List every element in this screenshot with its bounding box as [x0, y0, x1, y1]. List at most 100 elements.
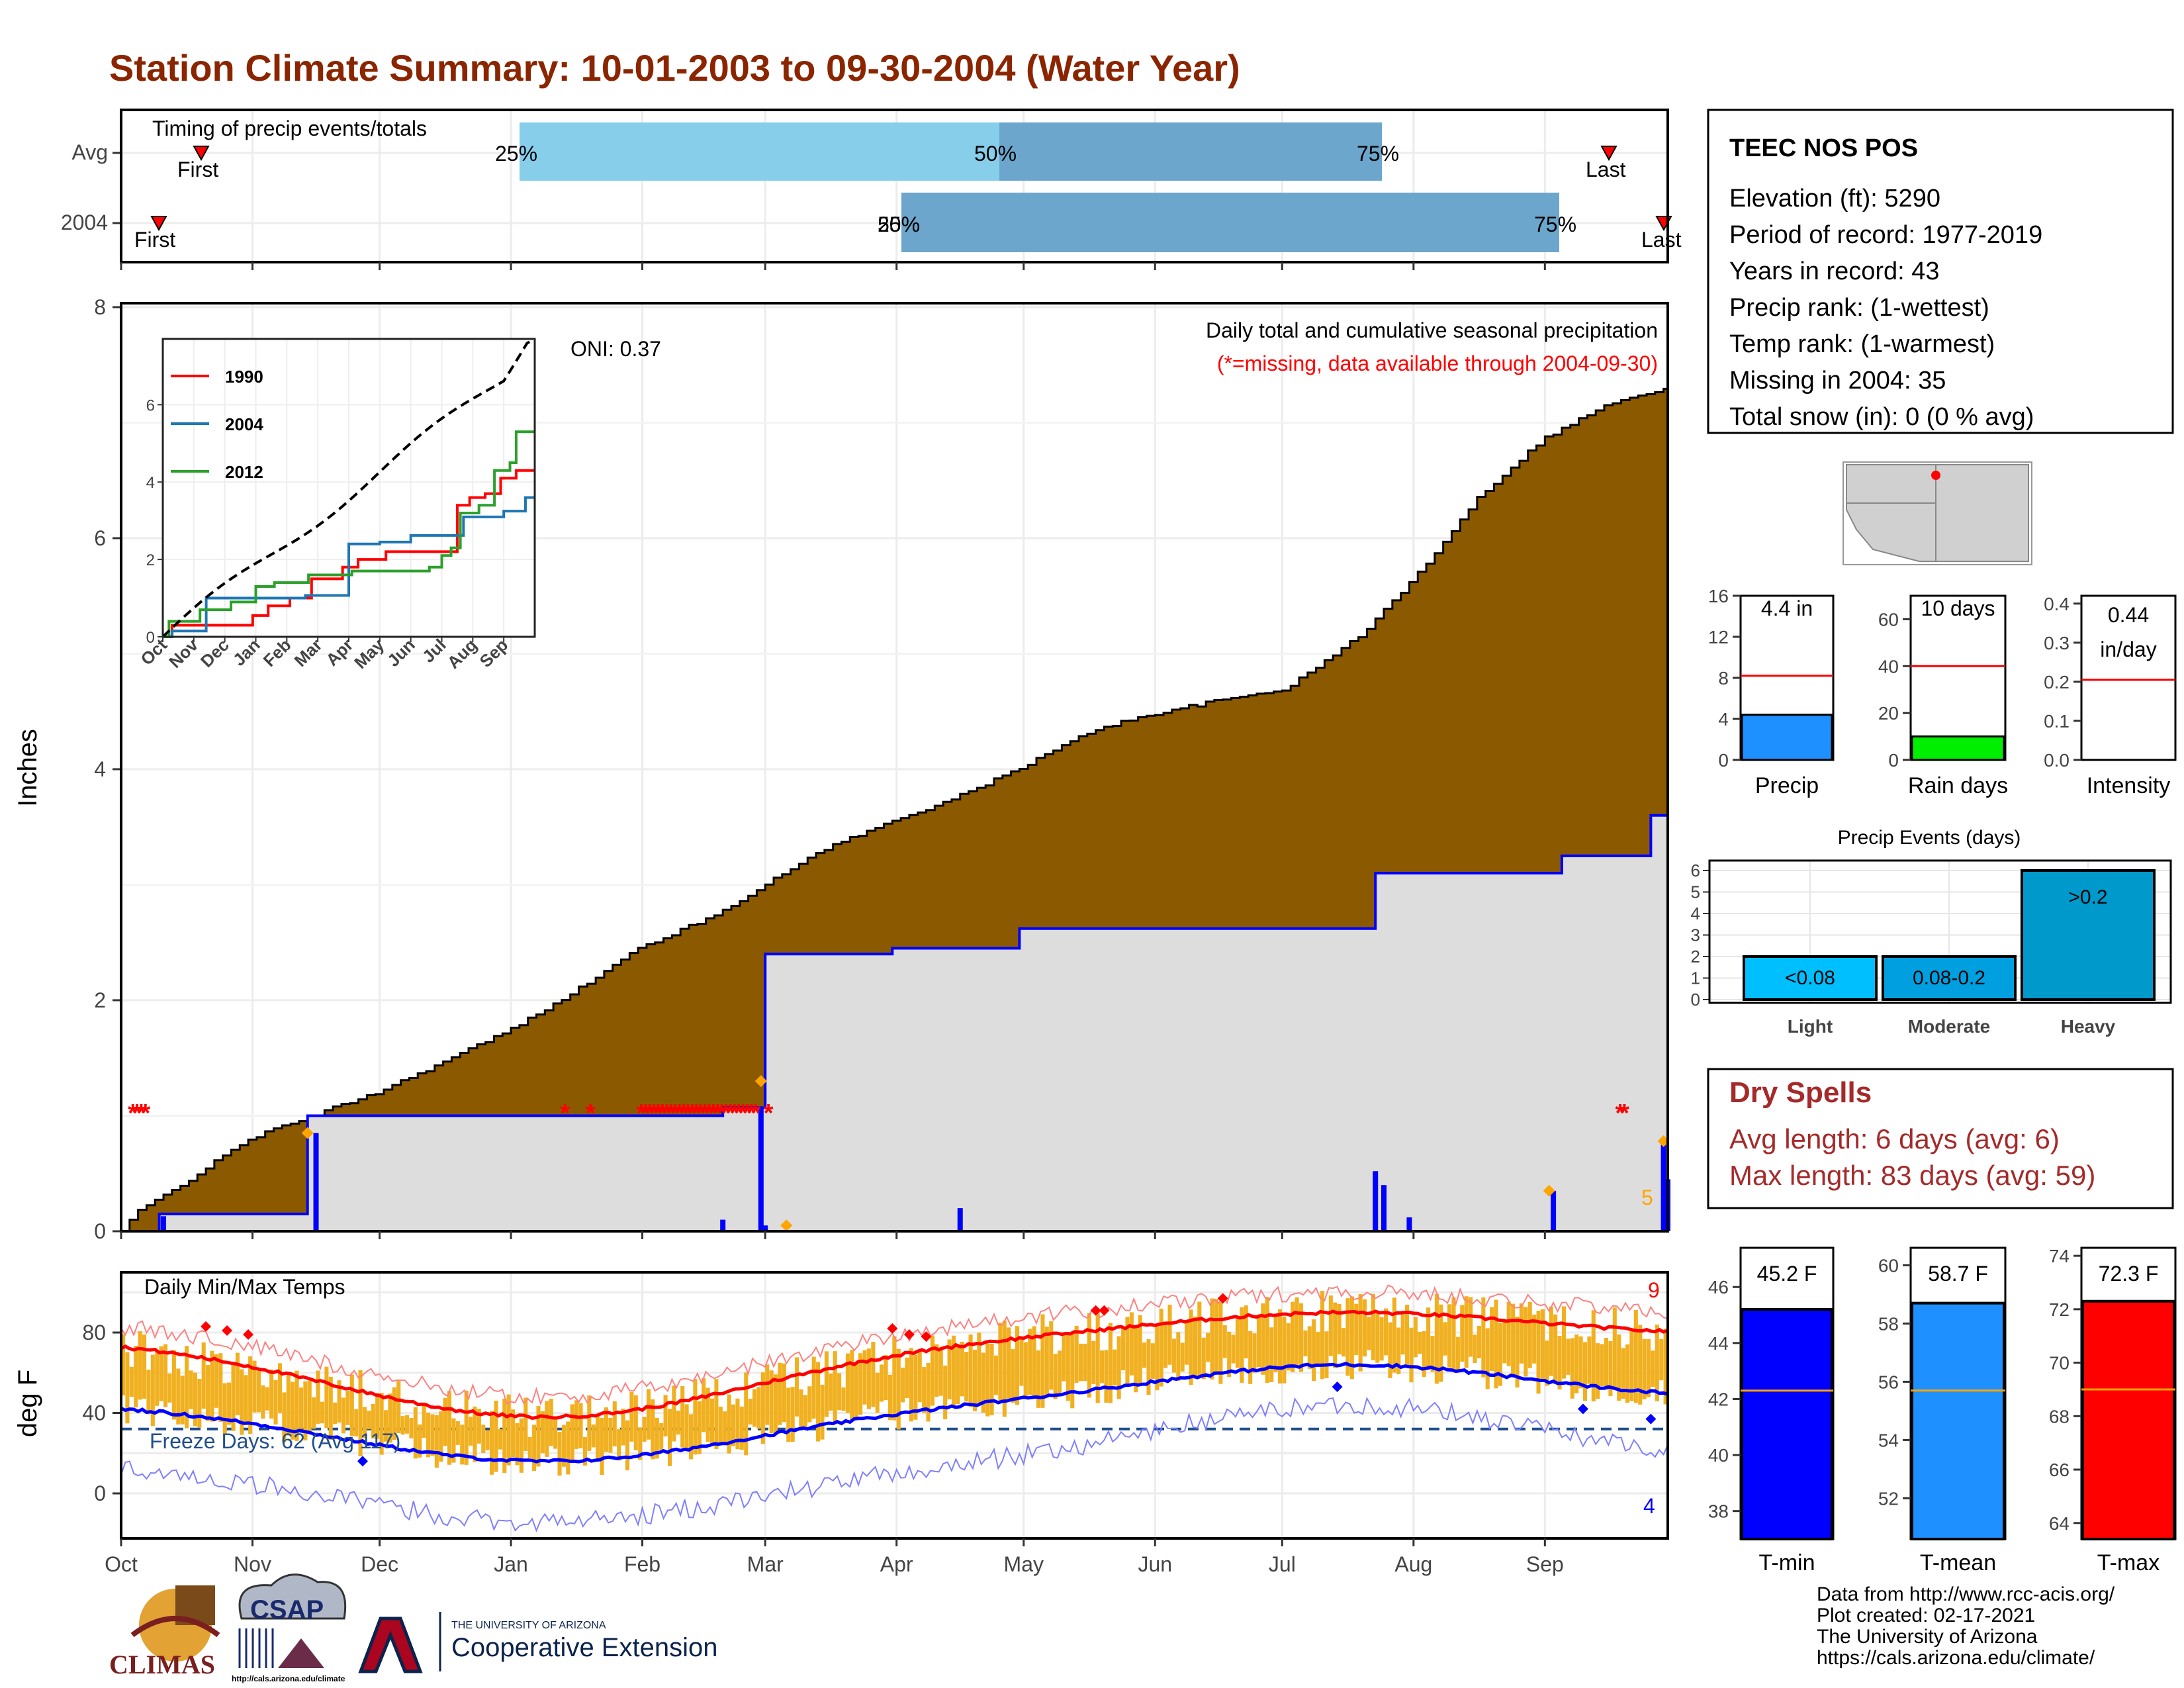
daily-temp-bar [1587, 1336, 1592, 1384]
daily-temp-bar [159, 1346, 163, 1401]
daily-temp-bar [1337, 1303, 1342, 1354]
daily-temp-bar [926, 1362, 931, 1422]
daily-temp-bar [439, 1411, 443, 1462]
climas-logo: CLIMAS [109, 1585, 220, 1679]
daily-temp-bar [354, 1409, 359, 1436]
daily-temp-bar [833, 1351, 837, 1422]
daily-temp-bar [1345, 1298, 1350, 1376]
daily-temp-bar [1316, 1332, 1320, 1366]
daily-temp-bar [1312, 1319, 1316, 1382]
temp-bar-ytick: 64 [2049, 1513, 2070, 1534]
mini-bar-frame [1909, 594, 2007, 761]
station-line: Period of record: 1977-2019 [1729, 221, 2042, 249]
mini-bar-ytick: 20 [1878, 703, 1899, 724]
mini-bar-ytick: 40 [1878, 656, 1899, 677]
daily-temp-bar [709, 1398, 715, 1444]
daily-temp-bar [1473, 1335, 1477, 1364]
daily-temp-bar [858, 1353, 863, 1415]
daily-temp-bar [1409, 1327, 1414, 1383]
event-bar [2021, 869, 2156, 1001]
inset-legend-label: 2012 [225, 462, 263, 482]
mini-bar-ytick: 0.0 [2044, 750, 2070, 771]
daily-temp-bar [1469, 1297, 1473, 1357]
daily-temp-bar [557, 1432, 562, 1476]
missing-marker: * [140, 1100, 150, 1127]
daily-temp-bar [1142, 1342, 1147, 1368]
cur-p50-label: 50% [878, 212, 920, 236]
temp-bar-ytick: 66 [2049, 1460, 2070, 1480]
month-tick: Mar [747, 1552, 784, 1576]
daily-temp-bar [1341, 1328, 1346, 1357]
oni-label: ONI: 0.37 [570, 337, 661, 361]
missing-marker: * [1615, 1100, 1625, 1127]
daily-temp-bar [490, 1411, 494, 1475]
daily-temp-bar [1134, 1327, 1138, 1393]
daily-temp-bar [1058, 1350, 1062, 1393]
temp-bar-ytick: 54 [1878, 1430, 1899, 1450]
page-title: Station Climate Summary: 10-01-2003 to 0… [109, 47, 1240, 89]
daily-temp-bar [1633, 1310, 1638, 1403]
temp-bar-label: T-max [2097, 1550, 2160, 1575]
daily-temp-bar [447, 1391, 452, 1465]
station-location-dot [1931, 471, 1940, 480]
temp-bar-ytick: 56 [1878, 1372, 1899, 1392]
daily-temp-bar [799, 1389, 803, 1429]
daily-temp-bar [561, 1425, 566, 1467]
missing-marker: * [658, 1100, 668, 1127]
daily-temp-bar [659, 1423, 664, 1450]
daily-temp-bar [1176, 1332, 1181, 1381]
daily-precip-bar [1661, 1145, 1666, 1231]
station-box [1707, 109, 2174, 434]
daily-temp-bar [1651, 1350, 1655, 1387]
missing-marker: * [637, 1100, 647, 1127]
daily-temp-bar [1604, 1337, 1609, 1390]
daily-temp-bar [1396, 1327, 1401, 1375]
daily-temp-bar [1460, 1305, 1465, 1362]
daily-temp-bar [972, 1350, 978, 1411]
daily-temp-bar [180, 1376, 185, 1425]
daily-temp-bar [150, 1354, 155, 1427]
missing-marker: * [586, 1100, 596, 1127]
temp-bar-ytick: 52 [1878, 1488, 1899, 1509]
daily-temp-bar [702, 1378, 706, 1432]
dry-spells-title: Dry Spells [1729, 1076, 1872, 1109]
footer-line: The University of Arizona [1817, 1626, 2038, 1648]
daily-temp-bar [1574, 1334, 1579, 1393]
daily-temp-bar [993, 1355, 999, 1395]
daily-temp-bar [1566, 1338, 1570, 1375]
daily-temp-bar [1354, 1303, 1359, 1355]
daily-temp-bar [273, 1380, 278, 1425]
record-high-marker [903, 1329, 915, 1340]
daily-temp-bar [705, 1387, 710, 1442]
precip-frame [120, 302, 1669, 1233]
missing-marker: * [674, 1100, 684, 1127]
daily-temp-bar [1040, 1314, 1045, 1408]
daily-temp-bar [1430, 1336, 1435, 1372]
temp-bar-label: T-mean [1920, 1550, 1996, 1575]
temp-bar-ytick: 46 [1708, 1277, 1729, 1297]
timing-row-2004: 2004 [61, 211, 108, 234]
daily-temp-bar [1434, 1293, 1439, 1384]
avg-min-line [120, 1362, 1668, 1464]
daily-temp-bar [536, 1406, 541, 1467]
daily-temp-bar [244, 1375, 248, 1425]
record-high-marker [1217, 1293, 1228, 1304]
daily-temp-bar [1413, 1317, 1418, 1358]
daily-temp-bar [316, 1370, 320, 1424]
daily-temp-bar [358, 1370, 363, 1457]
temp-bar-ytick: 60 [1878, 1255, 1899, 1276]
missing-marker: * [747, 1100, 756, 1127]
daily-temp-bar [252, 1360, 257, 1413]
mini-bar-label: Precip [1755, 773, 1819, 798]
precip-panel: **** * * **************************** * **ONI… [13, 295, 1670, 1243]
daily-temp-bar [227, 1382, 232, 1425]
daily-temp-bar [646, 1389, 651, 1440]
daily-temp-bar [333, 1402, 338, 1425]
precip-ytick: 6 [94, 526, 106, 550]
cur-bar-25-75 [901, 193, 1559, 252]
dry-spells-box [1707, 1068, 2174, 1209]
daily-temp-bar [1298, 1303, 1304, 1372]
daily-temp-bar [608, 1417, 613, 1453]
daily-temp-bar [197, 1379, 202, 1428]
daily-temp-bar [655, 1417, 659, 1459]
